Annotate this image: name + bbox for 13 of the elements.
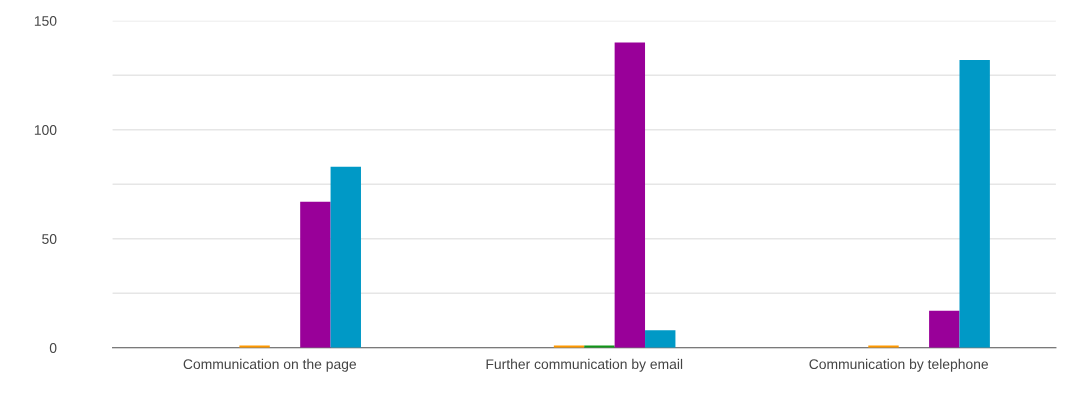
bar [614,42,646,348]
y-tick-label: 100 [34,125,57,135]
bar [300,201,331,348]
x-tick-label: Communication on the page [183,358,357,372]
bar [929,310,960,348]
y-tick-label: 150 [34,16,57,26]
y-tick-label: 50 [42,234,57,244]
x-tick-label: Communication by telephone [809,358,989,372]
bar [959,59,990,348]
bar [645,330,676,348]
bar [330,166,361,348]
x-tick-label: Further communication by email [486,358,683,372]
y-tick-label: 0 [49,343,57,353]
